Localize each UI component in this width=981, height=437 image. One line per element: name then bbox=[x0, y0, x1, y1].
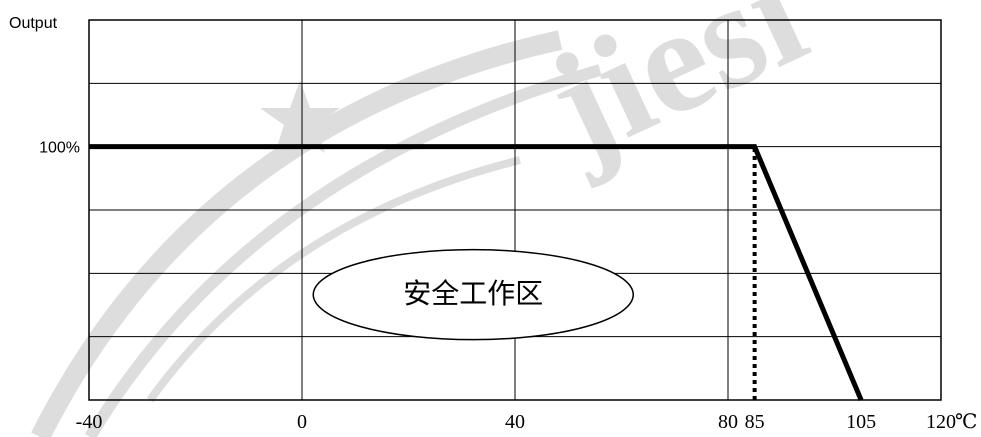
watermark: jiesi bbox=[31, 0, 828, 437]
watermark-arc-inner bbox=[84, 64, 602, 437]
annotation-ellipse bbox=[312, 248, 634, 341]
y-axis-label: Output bbox=[9, 15, 58, 32]
x-tick-label: 85 bbox=[745, 411, 765, 433]
safe-zone-annotation: 安全工作区 bbox=[312, 248, 634, 341]
x-tick-label: 105 bbox=[846, 411, 876, 433]
y-tick-label: 100% bbox=[39, 140, 80, 157]
annotation-text: 安全工作区 bbox=[403, 278, 543, 310]
tick-labels: -40 0 40 80 85 105 120 100% bbox=[39, 140, 956, 433]
x-tick-label: 80 bbox=[718, 411, 738, 433]
x-tick-label: 120 bbox=[926, 411, 956, 433]
watermark-text: jiesi bbox=[522, 0, 828, 191]
derating-line bbox=[89, 144, 864, 401]
x-tick-label: -40 bbox=[76, 411, 103, 433]
x-axis-unit: ℃ bbox=[955, 411, 977, 433]
watermark-arc-small bbox=[146, 156, 521, 403]
x-tick-label: 40 bbox=[505, 411, 525, 433]
watermark-star bbox=[260, 80, 340, 153]
x-tick-label: 0 bbox=[297, 411, 307, 433]
chart-marks bbox=[89, 144, 864, 401]
